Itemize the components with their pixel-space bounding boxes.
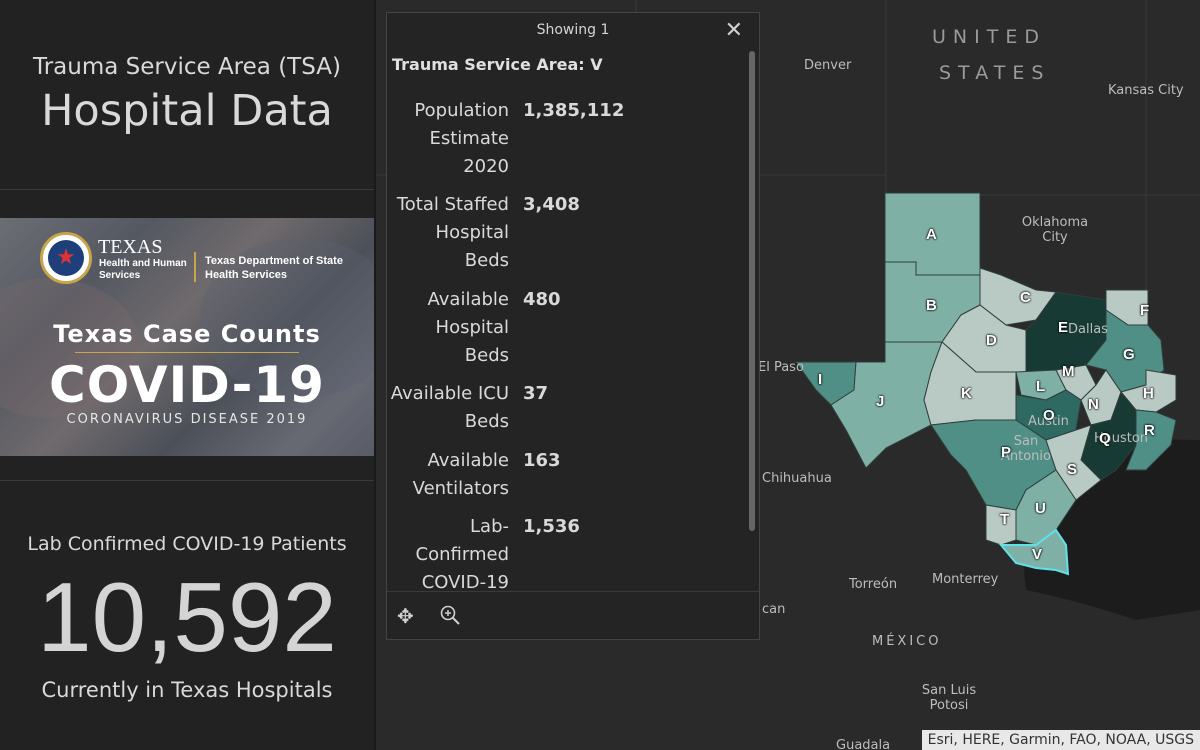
field-value: 37 — [523, 383, 549, 404]
banner-texture — [200, 238, 374, 398]
tsa-label-f[interactable]: F — [1140, 302, 1150, 319]
tsa-label-s[interactable]: S — [1067, 461, 1078, 478]
hhs-logo-subtext: Health and Human Services — [99, 258, 187, 281]
feature-popup: Showing 1 ✕ Trauma Service Area: V Popul… — [386, 12, 760, 640]
popup-title: Trauma Service Area: V — [392, 55, 603, 74]
label-torreon: Torreón — [849, 577, 898, 592]
label-austin: Austin — [1028, 414, 1069, 429]
label-san-luis-potosi: San Luis Potosi — [921, 683, 977, 713]
tsa-label-o[interactable]: O — [1043, 407, 1055, 424]
tsa-label-n[interactable]: N — [1088, 396, 1099, 413]
dashboard-subtitle: Trauma Service Area (TSA) — [33, 54, 341, 80]
dshs-logo-text: Texas Department of State Health Service… — [205, 255, 343, 281]
stat-sublabel: Currently in Texas Hospitals — [41, 678, 333, 702]
tsa-label-b[interactable]: B — [926, 297, 937, 314]
field-label: Available Ventilators — [412, 450, 509, 499]
tsa-label-h[interactable]: H — [1143, 385, 1154, 402]
map-attribution[interactable]: Esri, HERE, Garmin, FAO, NOAA, USGS — [921, 730, 1200, 750]
label-united: UNITED — [932, 26, 1046, 48]
label-el-paso: El Paso — [758, 360, 804, 375]
dashboard-title: Hospital Data — [41, 86, 333, 136]
tsa-label-m[interactable]: M — [1062, 363, 1075, 380]
banner-texture — [0, 278, 140, 418]
covid-banner-image: ★ TEXAS Health and Human Services Texas … — [0, 218, 374, 456]
label-denver: Denver — [804, 58, 852, 73]
field-label: Available ICU Beds — [390, 383, 509, 432]
tsa-label-i[interactable]: I — [818, 371, 823, 388]
pan-icon[interactable]: ✥ — [397, 604, 414, 628]
tsa-label-d[interactable]: D — [986, 332, 997, 349]
label-can: can — [762, 602, 786, 617]
label-monterrey: Monterrey — [932, 572, 999, 587]
tsa-label-u[interactable]: U — [1035, 500, 1046, 517]
field-label: Available Hospital Beds — [427, 289, 509, 366]
logo-divider — [194, 252, 196, 282]
close-icon[interactable]: ✕ — [724, 18, 743, 43]
label-kansas-city: Kansas City — [1108, 83, 1184, 98]
banner-divider — [75, 352, 299, 353]
tsa-label-p[interactable]: P — [1001, 444, 1012, 461]
hhs-logo-text: TEXAS — [98, 236, 163, 258]
tsa-label-v[interactable]: V — [1032, 546, 1043, 563]
label-oklahoma-city: Oklahoma City — [1021, 215, 1089, 245]
field-value: 1,536 — [523, 516, 580, 537]
stat-label: Lab Confirmed COVID-19 Patients — [27, 533, 347, 555]
banner-covid-subtitle: CORONAVIRUS DISEASE 2019 — [66, 412, 308, 427]
label-chihuahua: Chihuahua — [762, 471, 832, 486]
banner-covid-title: COVID-19 — [49, 356, 325, 414]
field-label: Population Estimate 2020 — [414, 100, 509, 177]
label-dallas: Dallas — [1068, 322, 1108, 337]
popup-content[interactable]: Trauma Service Area: V Population Estima… — [387, 51, 749, 603]
tsa-label-k[interactable]: K — [961, 385, 972, 402]
label-mexico: MÉXICO — [872, 634, 942, 649]
tsa-label-a[interactable]: A — [926, 226, 937, 243]
popup-footer: ✥ — [387, 591, 759, 639]
zoom-in-icon[interactable] — [439, 604, 461, 631]
banner-case-counts: Texas Case Counts — [53, 320, 321, 348]
field-value: 163 — [523, 450, 561, 471]
tsa-label-r[interactable]: R — [1144, 422, 1155, 439]
field-value: 3,408 — [523, 194, 580, 215]
texas-hhs-seal-icon: ★ — [40, 232, 92, 284]
left-panel: Trauma Service Area (TSA) Hospital Data … — [0, 0, 374, 750]
popup-scrollbar[interactable] — [749, 51, 755, 531]
label-houston: Houston — [1094, 431, 1149, 446]
field-value: 480 — [523, 289, 561, 310]
tsa-label-j[interactable]: J — [876, 393, 885, 410]
tsa-label-t[interactable]: T — [1000, 511, 1010, 528]
popup-showing-count: Showing 1 — [536, 22, 610, 38]
field-label: Lab-Confirmed COVID-19 — [415, 516, 509, 593]
field-label: Total Staffed Hospital Beds — [396, 194, 509, 271]
field-value: 1,385,112 — [523, 100, 625, 121]
tsa-label-q[interactable]: Q — [1099, 430, 1111, 447]
tsa-label-c[interactable]: C — [1020, 289, 1031, 306]
label-guadalajara: Guadala — [836, 738, 891, 750]
label-san-antonio: San Antonio — [1001, 434, 1051, 464]
label-states: STATES — [939, 62, 1051, 84]
tsa-label-g[interactable]: G — [1123, 346, 1135, 363]
tsa-label-l[interactable]: L — [1036, 378, 1046, 395]
tsa-label-e[interactable]: E — [1058, 319, 1069, 336]
title-box: Trauma Service Area (TSA) Hospital Data — [0, 0, 374, 190]
stat-value: 10,592 — [37, 562, 337, 672]
popup-header: Showing 1 ✕ — [387, 13, 759, 49]
patients-stat: Lab Confirmed COVID-19 Patients 10,592 C… — [0, 480, 374, 750]
